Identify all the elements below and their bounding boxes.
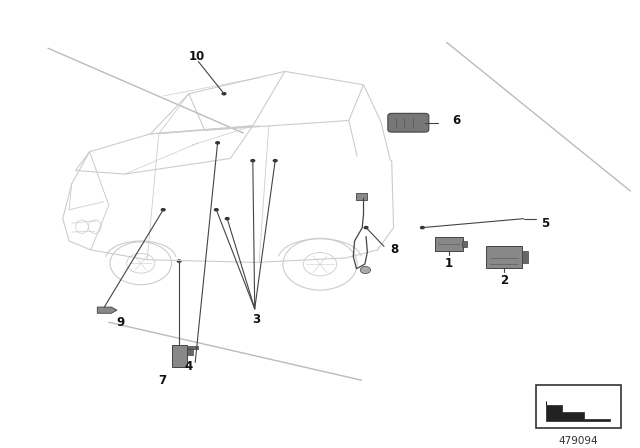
Text: 7: 7 bbox=[158, 374, 166, 387]
FancyBboxPatch shape bbox=[486, 246, 522, 268]
Circle shape bbox=[215, 141, 220, 145]
Circle shape bbox=[420, 226, 425, 229]
Text: 9: 9 bbox=[116, 316, 124, 329]
Circle shape bbox=[161, 208, 166, 211]
Text: 6: 6 bbox=[452, 114, 460, 127]
Circle shape bbox=[364, 226, 369, 229]
Text: 1: 1 bbox=[445, 257, 452, 270]
Circle shape bbox=[273, 159, 278, 163]
Bar bbox=[172, 345, 187, 367]
Text: 5: 5 bbox=[541, 217, 550, 230]
FancyBboxPatch shape bbox=[388, 113, 429, 132]
Text: 4: 4 bbox=[185, 360, 193, 373]
Bar bbox=[536, 385, 621, 427]
Circle shape bbox=[214, 208, 219, 211]
Bar bbox=[356, 193, 367, 200]
Circle shape bbox=[177, 259, 182, 263]
Circle shape bbox=[225, 217, 230, 220]
Bar bbox=[462, 241, 467, 247]
FancyBboxPatch shape bbox=[435, 237, 463, 251]
Circle shape bbox=[221, 92, 227, 95]
Bar bbox=[522, 250, 528, 263]
Text: 8: 8 bbox=[390, 242, 399, 255]
Bar bbox=[187, 348, 193, 355]
Text: 10: 10 bbox=[189, 50, 205, 63]
Polygon shape bbox=[546, 401, 610, 421]
Text: 479094: 479094 bbox=[559, 435, 598, 446]
Bar bbox=[188, 346, 198, 349]
Circle shape bbox=[360, 267, 371, 274]
Text: 3: 3 bbox=[252, 313, 260, 326]
Text: 2: 2 bbox=[500, 274, 508, 287]
Polygon shape bbox=[97, 307, 117, 313]
Circle shape bbox=[250, 159, 255, 163]
